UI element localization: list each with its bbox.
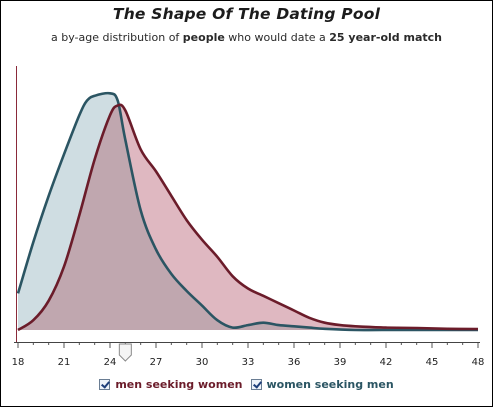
x-tick-label: 24: [104, 357, 117, 368]
subtitle-emphasis-match: 25 year-old match: [329, 31, 442, 44]
women-series-line: [16, 91, 478, 332]
men-checkbox-icon[interactable]: [99, 379, 111, 390]
x-tick-label: 18: [12, 357, 25, 368]
x-tick-label: 45: [426, 357, 439, 368]
subtitle-text-1: a by-age distribution of: [51, 31, 183, 44]
legend: men seeking women women seeking men: [0, 378, 493, 391]
x-tick-label: 42: [380, 357, 393, 368]
women-checkbox-icon[interactable]: [250, 379, 262, 390]
legend-label-men: men seeking women: [115, 378, 243, 391]
subtitle-text-2: who would date a: [224, 31, 330, 44]
x-tick-label: 39: [334, 357, 347, 368]
legend-item-women[interactable]: women seeking men: [250, 378, 394, 391]
legend-label-women: women seeking men: [266, 378, 394, 391]
legend-item-men[interactable]: men seeking women: [99, 378, 243, 391]
chart-subtitle: a by-age distribution of people who woul…: [0, 31, 493, 44]
x-tick-label: 48: [472, 357, 485, 368]
x-tick-label: 21: [58, 357, 71, 368]
x-tick-label: 33: [242, 357, 255, 368]
x-tick-label: 36: [288, 357, 301, 368]
x-tick-label: 30: [196, 357, 209, 368]
men-series-line: [17, 103, 479, 332]
chart-title: The Shape Of The Dating Pool: [112, 5, 381, 23]
age-slider-handle[interactable]: [118, 343, 132, 362]
x-tick-label: 27: [150, 357, 163, 368]
subtitle-emphasis-people: people: [182, 31, 225, 44]
